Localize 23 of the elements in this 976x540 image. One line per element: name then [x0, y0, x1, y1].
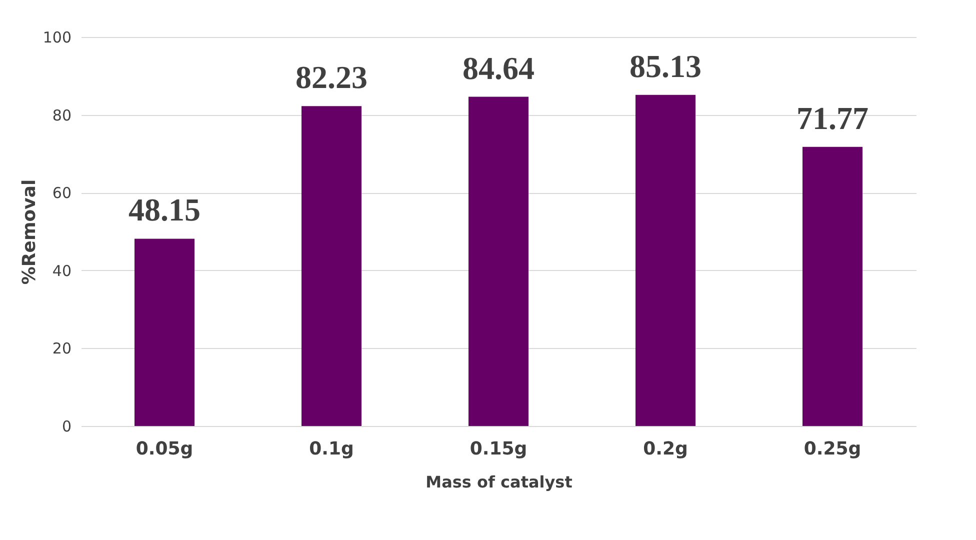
y-tick-label: 100 [42, 28, 72, 46]
y-tick-label: 60 [52, 184, 72, 202]
data-label: 71.77 [796, 100, 868, 136]
x-tick-label: 0.25g [804, 438, 862, 460]
y-tick-label: 40 [52, 262, 72, 280]
bar [302, 106, 362, 426]
y-axis-title: %Removal [18, 179, 40, 285]
bar [134, 238, 194, 426]
y-tick-label: 80 [52, 106, 72, 124]
data-label: 48.15 [128, 192, 200, 228]
y-tick-label: 20 [52, 340, 72, 358]
data-label: 84.64 [462, 50, 534, 86]
x-tick-label: 0.1g [309, 438, 354, 460]
y-tick-label: 0 [62, 418, 72, 436]
x-tick-label: 0.05g [136, 438, 194, 460]
data-label: 82.23 [296, 59, 368, 96]
x-tick-label: 0.2g [643, 438, 688, 460]
bar [636, 94, 696, 426]
x-tick-label: 0.15g [470, 438, 528, 460]
data-label: 85.13 [630, 48, 702, 84]
x-axis-title: Mass of catalyst [426, 472, 573, 492]
bar [468, 96, 528, 426]
bar [802, 146, 862, 426]
